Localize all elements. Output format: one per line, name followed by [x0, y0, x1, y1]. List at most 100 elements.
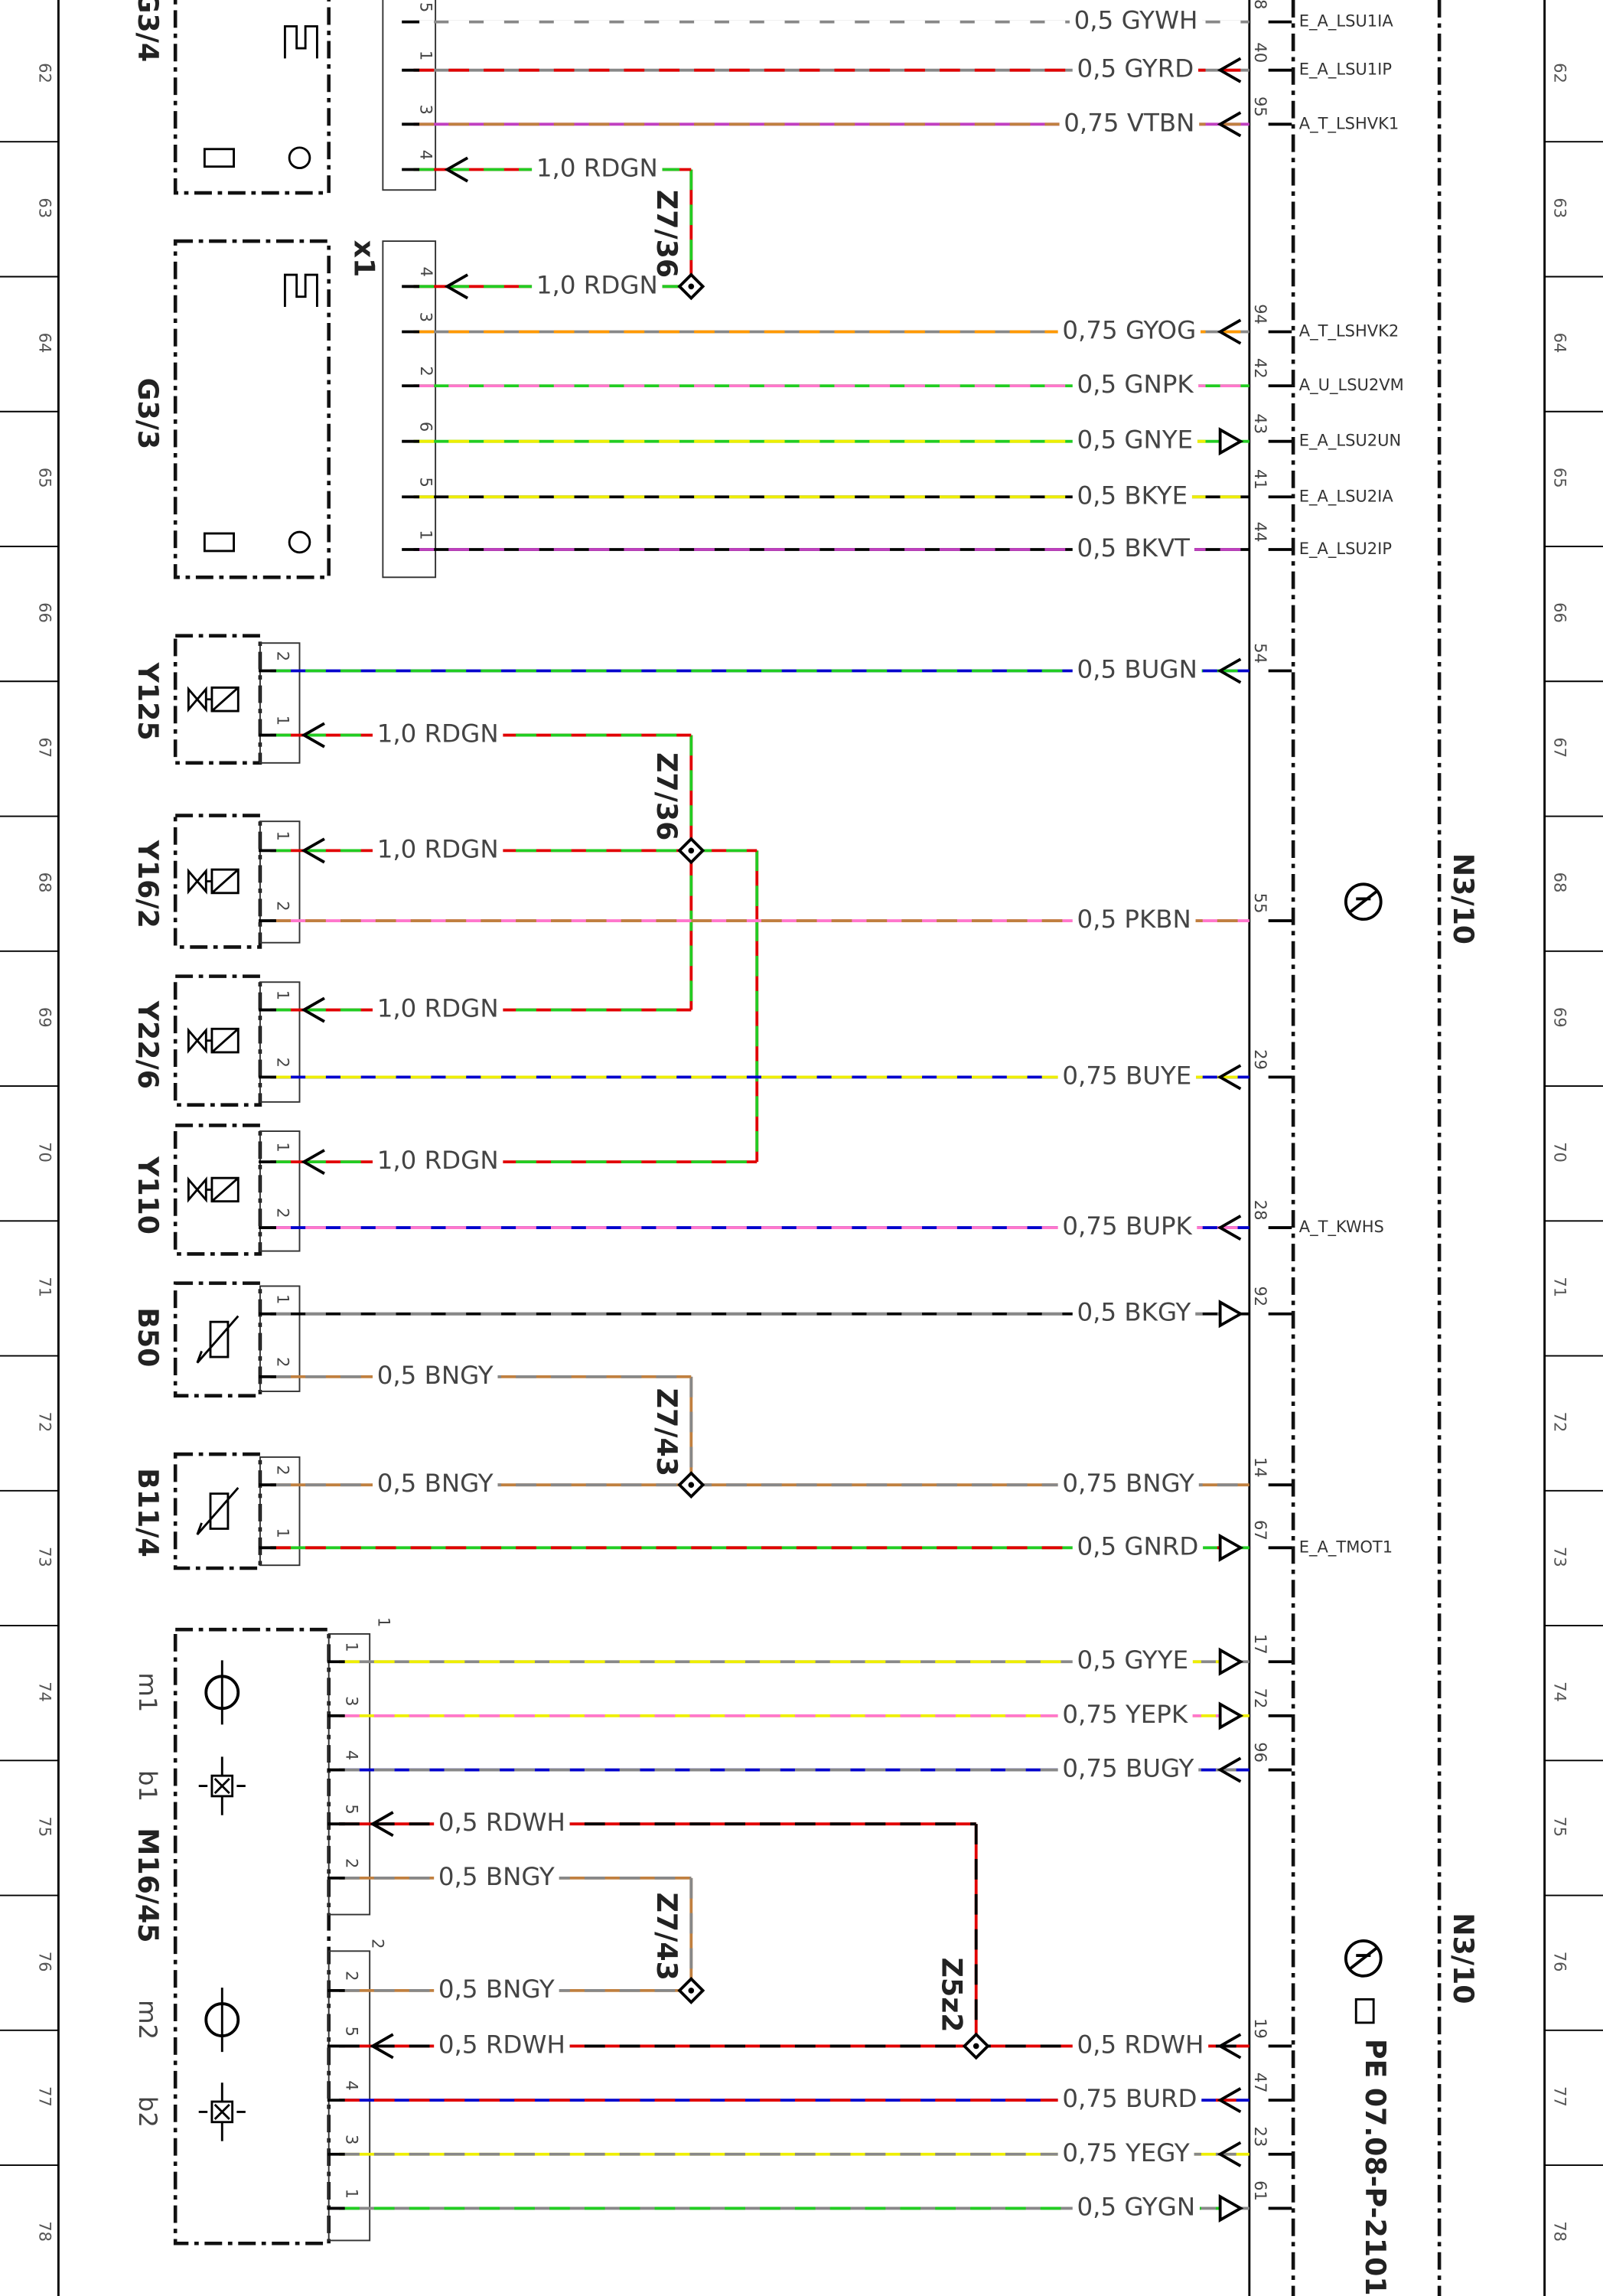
row-number: 73: [35, 1547, 54, 1567]
label-background: [372, 1146, 503, 1176]
connector: [259, 820, 301, 944]
valve-symbol: [187, 686, 239, 713]
pin-number: 2: [274, 1208, 292, 1218]
label-background: [1072, 481, 1192, 510]
pin-number: 5: [342, 2027, 360, 2037]
ecu-label: N3/10: [1447, 853, 1480, 944]
ecu-pin-number: 23: [1251, 2126, 1269, 2147]
signal-name: E_A_TMOT1: [1299, 1538, 1393, 1557]
signal-name: A_T_LSHVK1: [1299, 114, 1399, 133]
ecu-pin-number: 8: [1251, 0, 1269, 9]
signal-name: E_A_LSU2IA: [1299, 487, 1394, 506]
ecu-pin-number: 67: [1251, 1520, 1269, 1541]
row-number: 70: [35, 1142, 54, 1163]
ecu-pin-number: 29: [1251, 1049, 1269, 1070]
ecu-pin-number: 14: [1251, 1457, 1269, 1478]
row-number: 69: [35, 1007, 54, 1028]
wire-label: 0,5 BUGN: [1077, 655, 1197, 684]
label-background: [1057, 1699, 1193, 1729]
label-background: [1057, 2138, 1194, 2167]
part-label: m2: [133, 2000, 162, 2040]
ecu-pin-number: 94: [1251, 304, 1269, 325]
pin-number: 1: [274, 990, 292, 1000]
row-number: 77: [35, 2086, 54, 2107]
wire-label: 1,0 RDGN: [377, 834, 499, 863]
label-background: [1072, 654, 1202, 684]
wire-label: 0,5 BNGY: [438, 1862, 555, 1891]
component-box: [173, 0, 331, 195]
signal-name: A_T_KWHS: [1299, 1218, 1384, 1237]
row-number: 74: [35, 1681, 54, 1702]
signal-arrow: [301, 722, 325, 748]
row-number: 69: [1551, 1007, 1569, 1028]
wire-label: 0,75 BUPK: [1062, 1212, 1192, 1241]
pin-number: 4: [342, 2080, 360, 2090]
splice-label: Z7/36: [650, 752, 683, 840]
pin-number: 2: [342, 1971, 360, 1981]
label-background: [1072, 905, 1196, 934]
connector: [327, 1950, 371, 2242]
splice-dot: [688, 1482, 695, 1488]
component-label: M16/45: [132, 1828, 165, 1942]
connector: [259, 981, 301, 1103]
row-number: 70: [1551, 1142, 1569, 1163]
ecu-pin-number: 61: [1251, 2180, 1269, 2201]
row-number: 74: [1551, 1681, 1569, 1702]
cell-symbol: [283, 24, 318, 59]
signal-arrow: [1217, 318, 1242, 345]
wire-label: 0,5 PKBN: [1077, 905, 1191, 934]
pin-number: 5: [417, 477, 435, 487]
signal-name: E_A_LSU1IP: [1299, 60, 1392, 80]
part-label: b2: [133, 2096, 162, 2128]
signal-arrow: [444, 156, 469, 183]
pin-number: 4: [342, 1750, 360, 1760]
wire-label: 0,5 GNRD: [1077, 1531, 1198, 1561]
ecu-pin-number: 96: [1251, 1742, 1269, 1763]
pin-number: 2: [274, 1465, 292, 1475]
sensor-symbol: [198, 1756, 246, 1815]
wire-label: 0,5 GYRD: [1077, 54, 1194, 83]
label-background: [372, 1469, 498, 1499]
signal-arrow: [1217, 2087, 1242, 2114]
valve-symbol: [187, 1027, 239, 1054]
row-number: 75: [35, 1816, 54, 1837]
wire-label: 0,5 BNGY: [438, 1975, 555, 2004]
splice-label: Z7/36: [650, 190, 683, 278]
row-number: 63: [35, 197, 54, 218]
wire-label: 0,5 BNGY: [377, 1469, 494, 1498]
connector-label: x1: [348, 240, 381, 278]
signal-arrow: [1217, 2033, 1242, 2060]
wire-label: 0,5 GYYE: [1077, 1645, 1188, 1675]
signal-arrow: [1217, 57, 1242, 83]
signal-arrow: [1218, 1701, 1244, 1730]
ecu-pin-number: 17: [1251, 1634, 1269, 1655]
row-number: 65: [1551, 468, 1569, 488]
pin-number: 6: [417, 422, 435, 432]
signal-name: E_A_LSU1IA: [1299, 12, 1394, 31]
label-background: [434, 1974, 559, 2004]
component-label: Y125: [132, 662, 165, 741]
splice-dot: [973, 2043, 979, 2050]
label-background: [1072, 1531, 1204, 1561]
pin-number: 2: [417, 366, 435, 376]
label-background: [1072, 1297, 1196, 1327]
row-number: 76: [35, 1952, 54, 1972]
wire-label: 0,5 GYGN: [1077, 2192, 1195, 2221]
row-number: 64: [35, 333, 54, 354]
row-number: 62: [35, 63, 54, 83]
pin-number: 3: [342, 2135, 360, 2144]
component-box: [173, 239, 331, 579]
component-box: [173, 1627, 331, 2245]
signal-name: E_A_LSU2IP: [1299, 540, 1392, 559]
wire-label: 0,75 GYOG: [1062, 315, 1196, 344]
label-background: [1057, 315, 1201, 345]
part-label: b1: [133, 1770, 162, 1802]
pin-number: 1: [274, 1294, 292, 1304]
splice-dot: [688, 283, 695, 290]
wire-label: 0,5 RDWH: [438, 1808, 565, 1837]
wire-label: 0,75 BUGY: [1062, 1754, 1194, 1783]
signal-arrow: [301, 1149, 325, 1176]
component-label: Y16/2: [132, 840, 165, 928]
signal-arrow: [1218, 1533, 1244, 1562]
